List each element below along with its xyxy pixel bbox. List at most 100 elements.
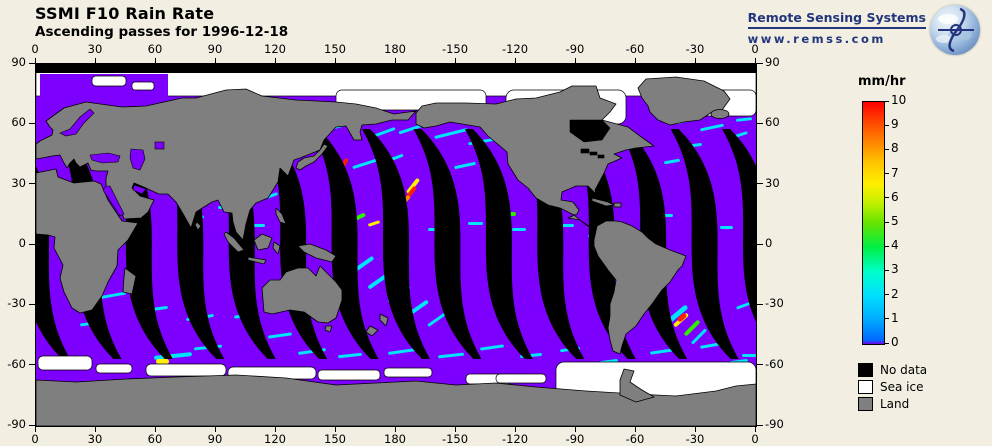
lat-label-right: 0 [765,236,773,250]
logo-url[interactable]: www.remss.com [747,32,886,46]
lat-tick-left [29,424,35,426]
remss-logo[interactable]: Remote Sensing Systems www.remss.com [747,4,984,56]
lat-label-left: 60 [11,115,26,130]
continent-antarctica [36,374,756,426]
great-lake [580,148,590,154]
rain-streak [736,117,752,122]
rain-streak [98,291,126,300]
colorbar [862,101,885,345]
lat-tick-right [757,364,763,366]
lat-label-left: 30 [11,175,26,190]
rain-streak [691,328,707,345]
lon-label-top: -60 [625,42,645,56]
colorbar-tick [884,221,889,223]
continent-australia [261,265,343,324]
legend-label: Sea ice [880,379,924,394]
lat-tick-right [757,243,763,245]
rain-streak [427,312,447,327]
rain-streak [352,158,380,169]
great-lake [589,151,598,156]
lon-label-bottom: -60 [625,432,645,446]
island-hispaniola [613,202,622,208]
lon-tick-bottom [694,427,696,432]
colorbar-tick [884,245,889,247]
no-data-swath-gap [722,129,756,322]
lon-label-top: 120 [264,42,286,56]
lon-tick-bottom [454,427,456,432]
colorbar-tick-label: 10 [891,93,907,107]
island-tasmania [324,325,333,333]
no-data-swath-gap [156,129,225,359]
rain-streak [468,222,483,225]
island-madagascar [122,267,137,295]
island-borneo [253,233,273,251]
rain-streak [742,354,756,357]
no-data-swath-gap [464,129,533,359]
lon-tick-bottom [754,427,756,432]
rain-streak [700,342,722,349]
lon-label-bottom: 60 [147,432,163,446]
colorbar-tick-label: 8 [891,141,899,156]
red-sea [102,185,125,217]
colorbar-tick-label: 7 [891,165,899,180]
colorbar-tick-label: 1 [891,310,899,325]
rain-streak [454,162,476,169]
colorbar-tick-label: 6 [891,189,899,204]
colorbar-tick [884,173,889,175]
rain-streak [438,352,464,359]
rain-streak [684,320,700,336]
lon-label-bottom: 180 [384,432,406,446]
lon-tick-bottom [154,427,156,432]
lat-tick-left [29,62,35,64]
island-cuba [591,197,615,207]
lon-tick-bottom [394,427,396,432]
colorbar-tick [884,148,889,150]
lon-label-bottom: 90 [207,432,223,446]
world-map [35,63,757,427]
lon-label-top: 180 [384,42,406,56]
colorbar-tick-label: 3 [891,262,899,277]
lon-label-bottom: 30 [87,432,103,446]
lat-label-right: -90 [765,417,784,431]
lon-tick-top [34,58,36,63]
lon-label-top: 60 [147,42,163,56]
lat-label-right: 60 [765,115,780,130]
rain-streak [268,332,292,339]
polar-no-data-band [36,64,756,73]
aral-sea [154,141,165,150]
lon-tick-bottom [634,427,636,432]
lat-label-left: -30 [7,296,26,311]
colorbar-tick [884,342,889,344]
page-subtitle: Ascending passes for 1996-12-18 [35,24,289,40]
island-new-zealand-north [379,313,389,327]
rain-streak [368,220,380,227]
no-data-swath-gap [259,129,328,359]
lon-tick-top [394,58,396,63]
island-sulawesi [272,241,281,255]
island-greenland [637,76,731,126]
lon-label-bottom: 120 [264,432,286,446]
island-sumatra [223,231,245,253]
lon-tick-bottom [34,427,36,432]
island-japan [295,143,329,171]
lon-tick-top [454,58,456,63]
lon-tick-top [574,58,576,63]
lat-tick-right [757,303,763,305]
great-lake [597,154,605,159]
rain-streak [650,348,674,355]
lon-tick-bottom [514,427,516,432]
rain-streak [512,228,526,231]
legend-row: Land [858,395,927,412]
lat-tick-right [757,424,763,426]
island-sri-lanka [194,221,202,231]
lat-label-left: 90 [11,55,26,69]
legend-swatch-land [858,396,873,411]
colorbar-tick-label: 0 [891,335,899,349]
lon-tick-bottom [94,427,96,432]
rain-streak [700,123,724,132]
inland-water-layer [59,108,611,217]
lon-label-top: -30 [685,42,705,56]
lon-tick-top [694,58,696,63]
colorbar-tick-label: 9 [891,117,899,132]
colorbar-tick-label: 4 [891,238,899,253]
